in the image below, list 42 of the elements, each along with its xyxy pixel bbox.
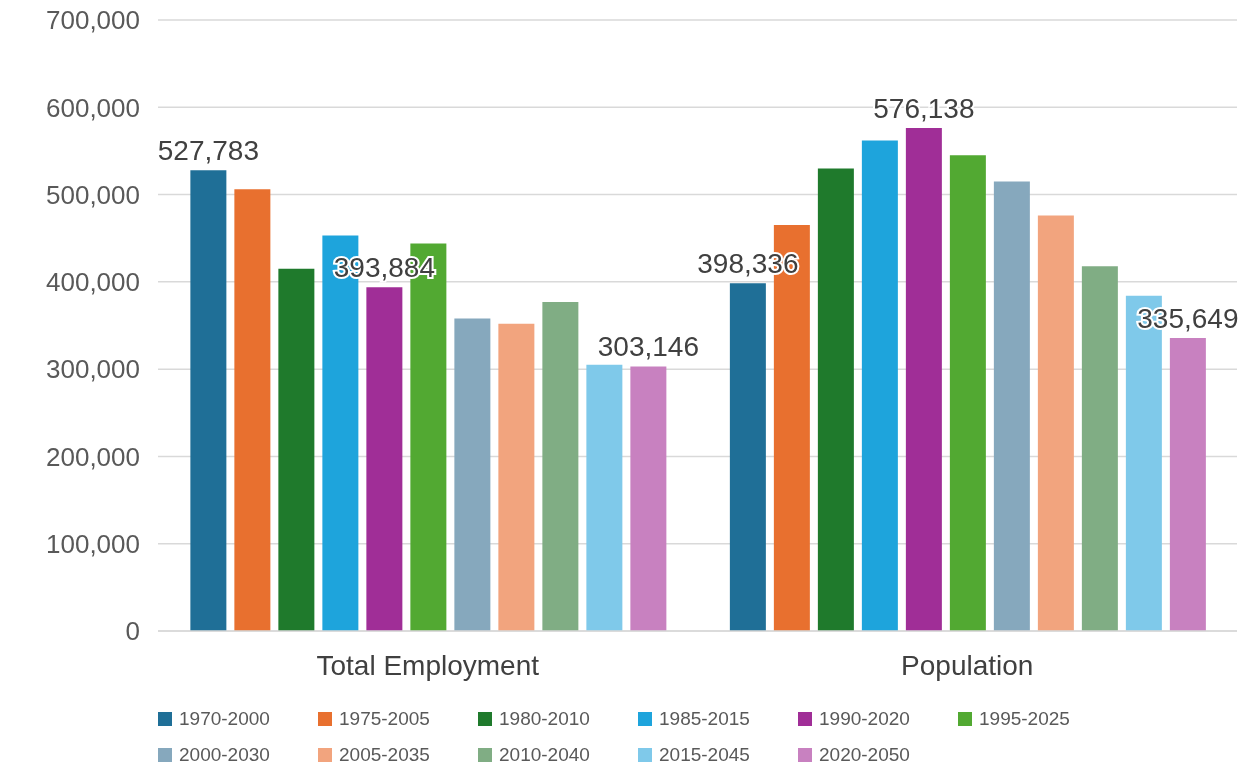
bar	[586, 364, 623, 631]
bar	[993, 181, 1030, 631]
legend-label: 1980-2010	[499, 708, 590, 730]
bar	[630, 366, 667, 631]
y-tick-label: 0	[125, 616, 140, 647]
bar	[817, 168, 854, 631]
legend-label: 2000-2030	[179, 744, 270, 766]
bar	[1169, 338, 1206, 631]
bar	[1037, 215, 1074, 631]
data-label: 303,146	[597, 331, 699, 363]
bar	[234, 189, 271, 631]
bar	[861, 140, 898, 631]
y-tick-label: 400,000	[46, 267, 140, 298]
y-tick-label: 200,000	[46, 441, 140, 472]
data-label: 576,138	[873, 93, 975, 125]
bar	[949, 155, 986, 631]
bar	[729, 283, 766, 631]
legend-label: 1990-2020	[819, 708, 910, 730]
bar	[498, 323, 535, 631]
bar	[1081, 266, 1118, 631]
data-label: 527,783	[157, 135, 259, 167]
legend-label: 2010-2040	[499, 744, 590, 766]
bar	[366, 287, 403, 631]
y-tick-label: 300,000	[46, 354, 140, 385]
legend-label: 2005-2035	[339, 744, 430, 766]
bar	[454, 318, 491, 631]
y-tick-label: 700,000	[46, 5, 140, 36]
bar	[190, 170, 227, 631]
bar	[542, 301, 579, 631]
y-tick-label: 100,000	[46, 528, 140, 559]
legend-label: 2015-2045	[659, 744, 750, 766]
x-tick-label: Total Employment	[316, 649, 540, 681]
x-tick-label: Population	[901, 649, 1034, 681]
legend-label: 2020-2050	[819, 744, 910, 766]
legend-label: 1970-2000	[179, 708, 270, 730]
bar	[278, 268, 315, 631]
legend-label: 1985-2015	[659, 708, 750, 730]
y-tick-label: 600,000	[46, 92, 140, 123]
legend-label: 1995-2025	[979, 708, 1070, 730]
legend-label: 1975-2005	[339, 708, 430, 730]
y-tick-label: 500,000	[46, 179, 140, 210]
bar	[905, 128, 942, 631]
